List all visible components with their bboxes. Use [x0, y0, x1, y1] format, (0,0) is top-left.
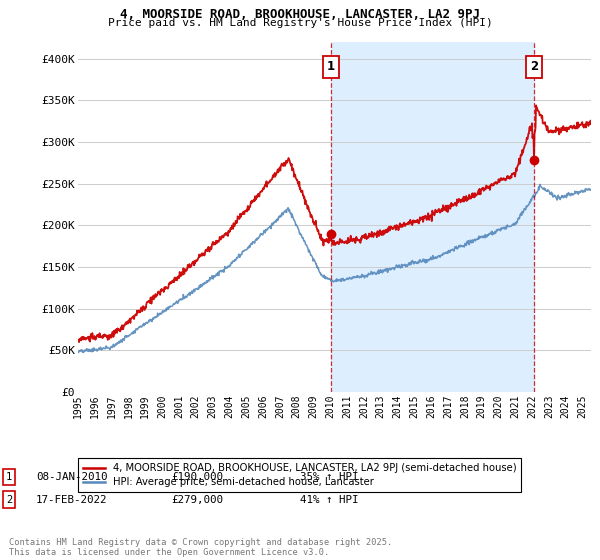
Text: 17-FEB-2022: 17-FEB-2022 — [36, 494, 107, 505]
Text: 08-JAN-2010: 08-JAN-2010 — [36, 472, 107, 482]
Text: 35% ↑ HPI: 35% ↑ HPI — [300, 472, 359, 482]
Bar — [331, 42, 534, 392]
Text: Price paid vs. HM Land Registry's House Price Index (HPI): Price paid vs. HM Land Registry's House … — [107, 18, 493, 28]
Text: £279,000: £279,000 — [171, 494, 223, 505]
Text: 1: 1 — [327, 60, 335, 73]
Text: 41% ↑ HPI: 41% ↑ HPI — [300, 494, 359, 505]
Text: 2: 2 — [530, 60, 538, 73]
Text: 2: 2 — [6, 494, 12, 505]
Text: 4, MOORSIDE ROAD, BROOKHOUSE, LANCASTER, LA2 9PJ: 4, MOORSIDE ROAD, BROOKHOUSE, LANCASTER,… — [120, 8, 480, 21]
Text: £190,000: £190,000 — [171, 472, 223, 482]
Legend: 4, MOORSIDE ROAD, BROOKHOUSE, LANCASTER, LA2 9PJ (semi-detached house), HPI: Ave: 4, MOORSIDE ROAD, BROOKHOUSE, LANCASTER,… — [78, 458, 521, 492]
Text: Contains HM Land Registry data © Crown copyright and database right 2025.
This d: Contains HM Land Registry data © Crown c… — [9, 538, 392, 557]
Text: 1: 1 — [6, 472, 12, 482]
